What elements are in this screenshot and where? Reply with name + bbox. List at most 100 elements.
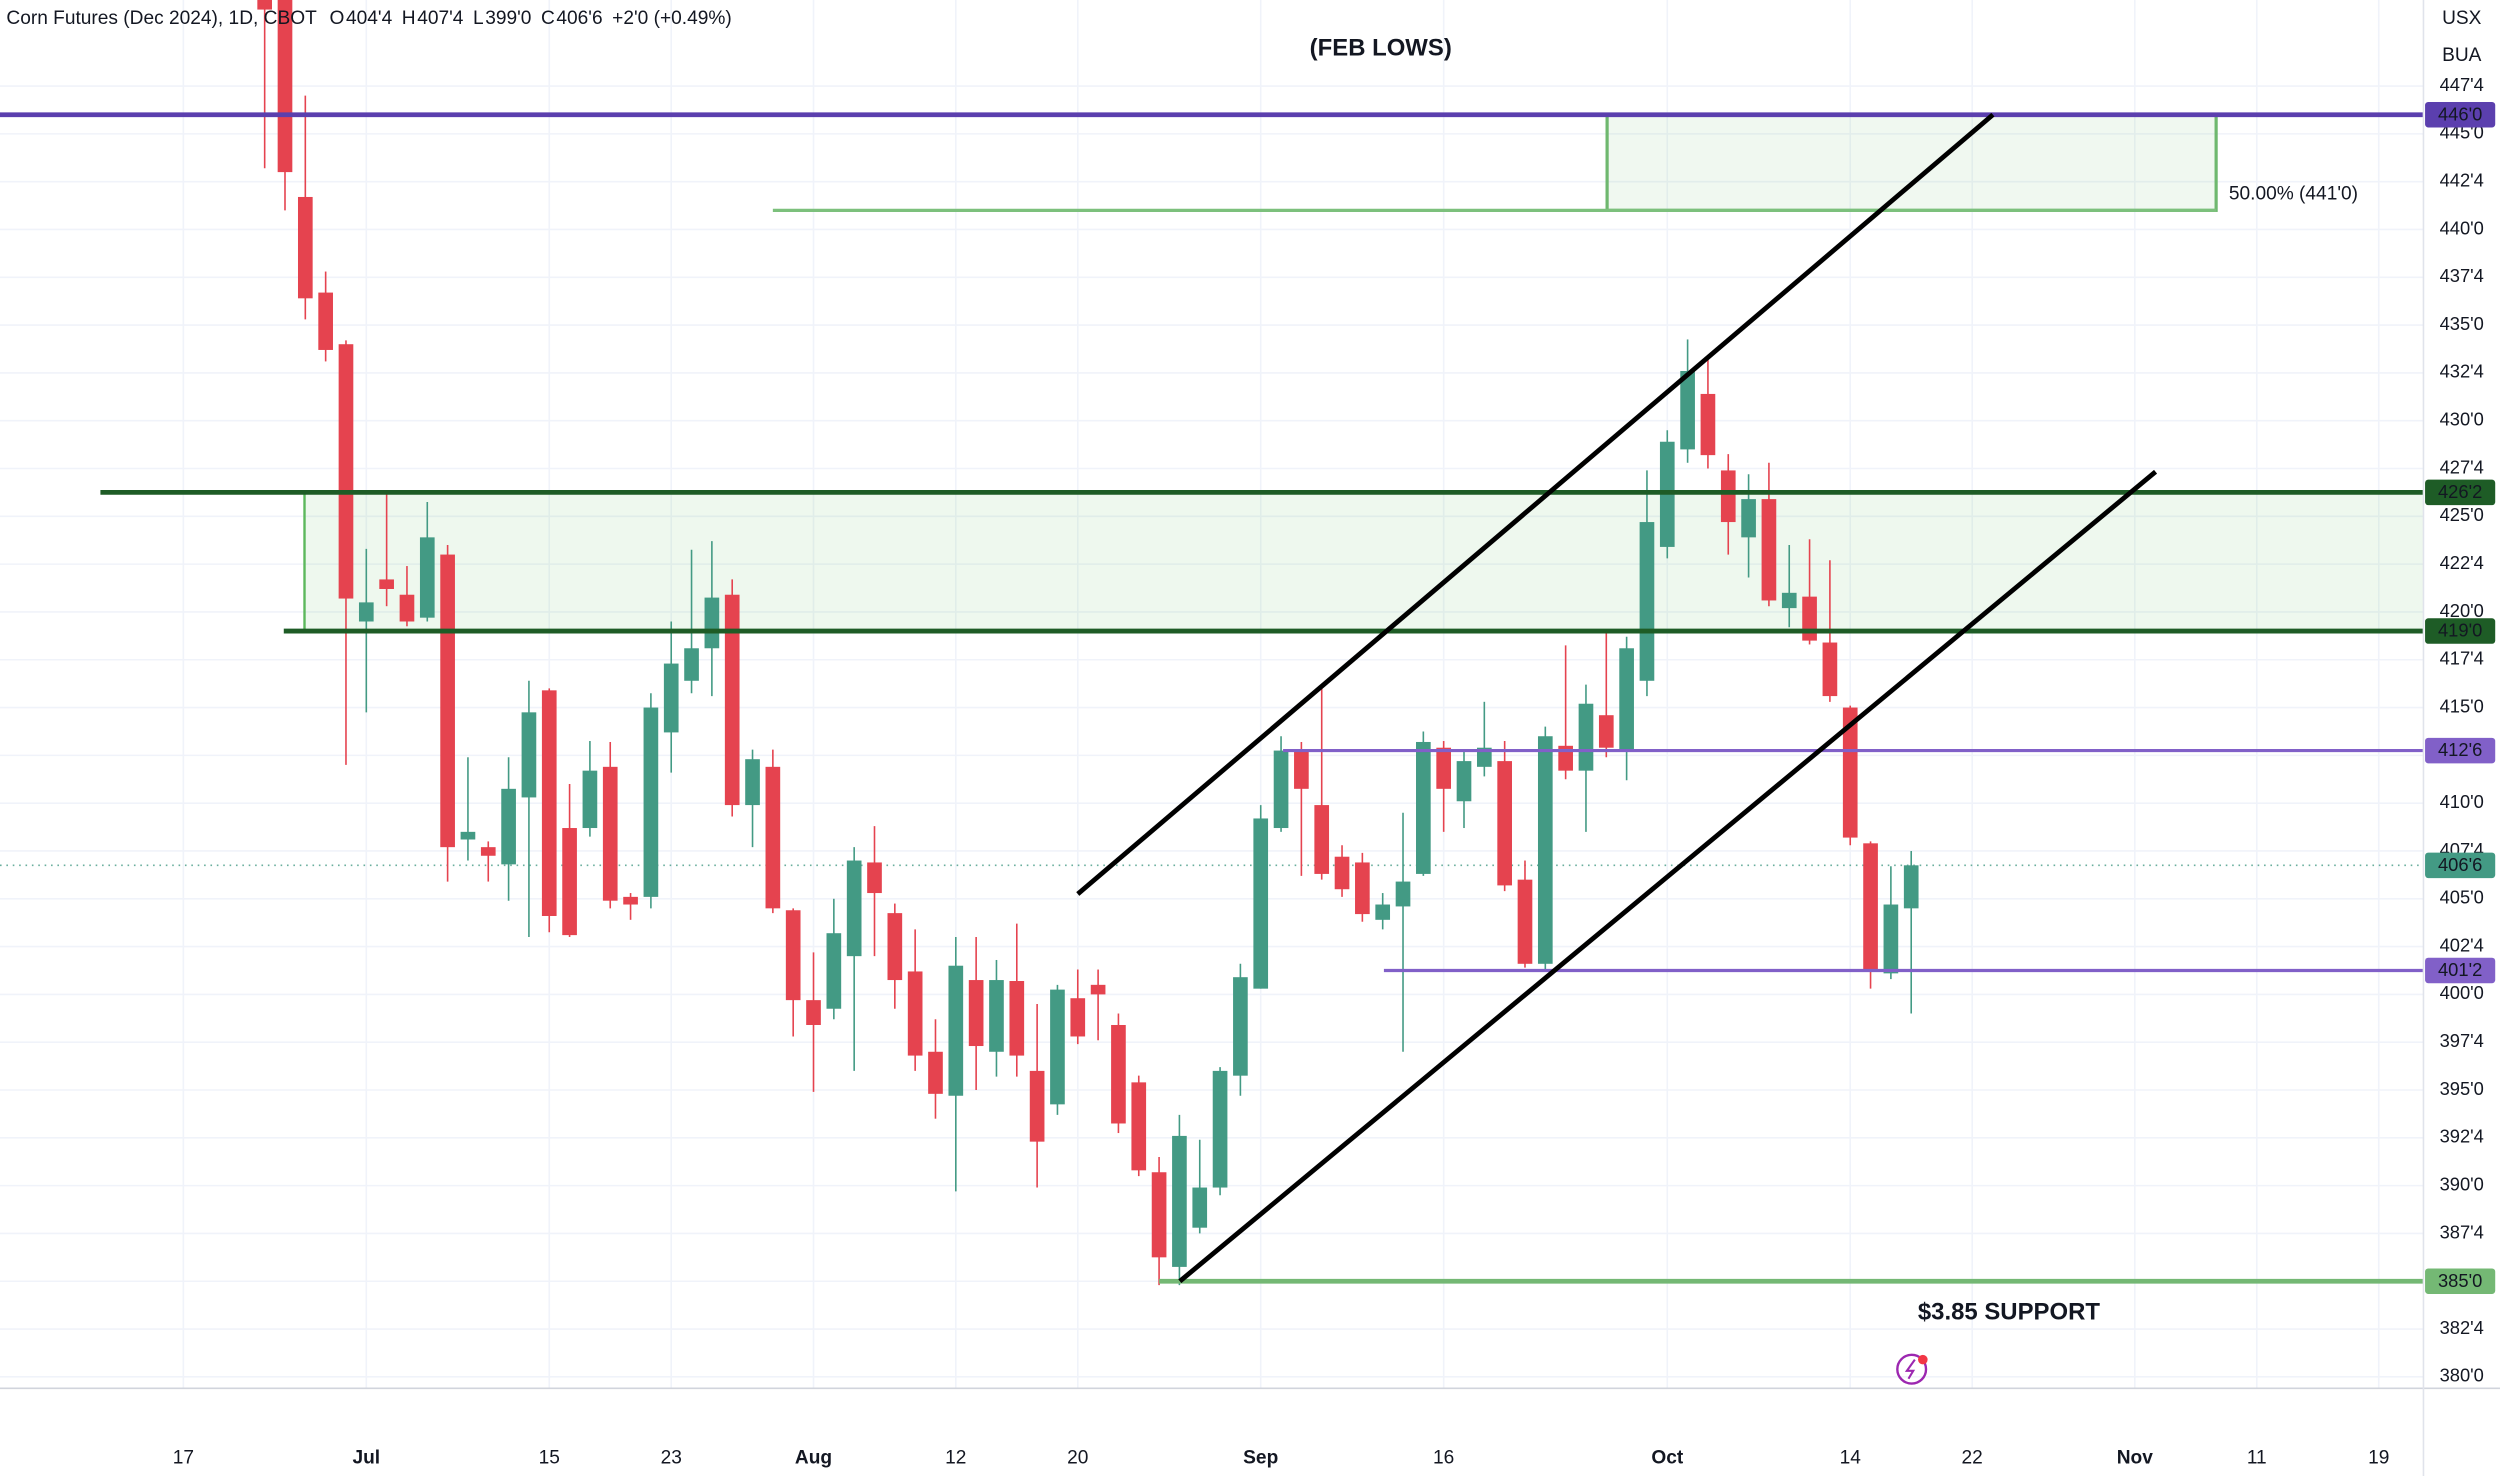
candle-body bbox=[785, 910, 801, 1001]
candle-body bbox=[989, 980, 1004, 1052]
candle-body bbox=[826, 933, 842, 1009]
candle-body bbox=[379, 579, 394, 589]
readout-key: O bbox=[330, 8, 345, 29]
candle-body bbox=[1842, 707, 1858, 838]
candle-body bbox=[928, 1051, 943, 1094]
price-tag bbox=[2425, 852, 2496, 879]
x-tick-label: Oct bbox=[1651, 1448, 1684, 1469]
candle-body bbox=[1070, 998, 1086, 1037]
price-tag bbox=[2425, 618, 2496, 644]
price-tag-label: 419'0 bbox=[2438, 620, 2482, 641]
axes: 380'0 382'4 385'0 387'4 390'0 392'4 395'0 397'4… bbox=[173, 74, 2496, 1469]
y-tick-label: 432'4 bbox=[2440, 361, 2484, 382]
candle-body bbox=[867, 862, 882, 894]
candle-body bbox=[277, 0, 293, 173]
candle-body bbox=[663, 663, 679, 733]
candle-body bbox=[1802, 596, 1817, 641]
zone bbox=[304, 492, 2424, 632]
candle-body bbox=[338, 344, 354, 599]
candle-body bbox=[1639, 522, 1655, 681]
candle-body bbox=[1151, 1172, 1167, 1258]
price-tag-label: 412'6 bbox=[2438, 739, 2482, 760]
price-tag-label: 385'0 bbox=[2438, 1270, 2482, 1291]
candle-body bbox=[440, 554, 455, 848]
readout-key: L bbox=[473, 8, 484, 29]
candle-body bbox=[1476, 747, 1492, 767]
candle-body bbox=[1029, 1070, 1045, 1142]
y-tick-label: 400'0 bbox=[2440, 982, 2484, 1003]
y-tick-label: 380'0 bbox=[2440, 1365, 2484, 1386]
icon-dot bbox=[1918, 1354, 1928, 1365]
alert-icon[interactable] bbox=[1896, 1353, 1928, 1385]
price-tag-label: 446'0 bbox=[2438, 103, 2482, 124]
candle-body bbox=[1212, 1070, 1228, 1188]
candle-body bbox=[1192, 1187, 1208, 1228]
price-tag-label: 401'2 bbox=[2438, 959, 2482, 980]
x-tick-label: 11 bbox=[2247, 1448, 2267, 1469]
candle-body bbox=[1090, 984, 1106, 995]
candle-body bbox=[521, 712, 537, 798]
candle-body bbox=[1395, 881, 1411, 907]
candle-body bbox=[1883, 904, 1899, 974]
candle-body bbox=[1273, 750, 1289, 829]
candle-body bbox=[1050, 989, 1065, 1105]
x-tick-label: 19 bbox=[2368, 1448, 2389, 1469]
candle-body bbox=[1720, 470, 1736, 523]
y-tick-label: 430'0 bbox=[2440, 409, 2484, 430]
y-tick-label: 442'4 bbox=[2440, 170, 2484, 191]
candle-body bbox=[602, 766, 618, 901]
candle-body bbox=[846, 860, 862, 957]
candle-body bbox=[562, 828, 577, 936]
candle-body bbox=[1741, 499, 1756, 538]
x-tick-label: 23 bbox=[661, 1448, 682, 1469]
candle-body bbox=[1294, 750, 1309, 789]
candle-body bbox=[1497, 761, 1512, 886]
candle-body bbox=[419, 537, 435, 618]
x-tick-label: 12 bbox=[945, 1448, 966, 1469]
y-tick-label: 437'4 bbox=[2440, 265, 2484, 286]
candle-body bbox=[582, 770, 598, 829]
price-tag bbox=[2425, 957, 2496, 984]
candle-body bbox=[1822, 642, 1838, 697]
y-tick-label: 405'0 bbox=[2440, 887, 2484, 908]
candle-body bbox=[1598, 715, 1614, 748]
readout-change: +2'0 (+0.49%) bbox=[612, 8, 732, 29]
candle-body bbox=[1456, 761, 1472, 802]
y-tick-label: 382'4 bbox=[2440, 1317, 2484, 1338]
y-tick-label: 387'4 bbox=[2440, 1221, 2484, 1242]
candle-body bbox=[1680, 370, 1695, 450]
y-tick-label: 435'0 bbox=[2440, 313, 2484, 334]
readout-value: 406'6 bbox=[556, 8, 602, 29]
price-tag bbox=[2425, 737, 2496, 764]
candle-body bbox=[684, 648, 699, 681]
x-tick-label: Jul bbox=[352, 1448, 380, 1469]
x-tick-label: Nov bbox=[2117, 1448, 2153, 1469]
candle-body bbox=[297, 196, 313, 299]
x-tick-label: 22 bbox=[1962, 1448, 1983, 1469]
y-tick-label: 427'4 bbox=[2440, 456, 2484, 477]
candle-body bbox=[643, 707, 659, 897]
x-tick-label: Sep bbox=[1243, 1448, 1278, 1469]
candle-body bbox=[399, 594, 415, 622]
y-tick-label: 397'4 bbox=[2440, 1030, 2484, 1051]
candle-body bbox=[1781, 592, 1797, 609]
x-tick-label: Aug bbox=[795, 1448, 832, 1469]
plot-area: 50.00% (441'0) bbox=[0, 0, 2424, 1286]
unit: BUA bbox=[2442, 45, 2482, 66]
readout-key: C bbox=[541, 8, 555, 29]
candle-body bbox=[1334, 856, 1350, 890]
y-tick-label: 415'0 bbox=[2440, 695, 2484, 716]
y-tick-label: 390'0 bbox=[2440, 1173, 2484, 1194]
candle-body bbox=[1436, 747, 1452, 789]
candle-body bbox=[887, 913, 903, 981]
candle-body bbox=[1517, 879, 1533, 964]
candle-body bbox=[1578, 703, 1594, 771]
candle-body bbox=[257, 0, 273, 10]
channel-line bbox=[1178, 469, 2158, 1284]
y-tick-label: 417'4 bbox=[2440, 648, 2484, 669]
candle-body bbox=[1253, 818, 1269, 989]
grid bbox=[0, 0, 2424, 1389]
readout-value: 404'4 bbox=[346, 8, 393, 29]
